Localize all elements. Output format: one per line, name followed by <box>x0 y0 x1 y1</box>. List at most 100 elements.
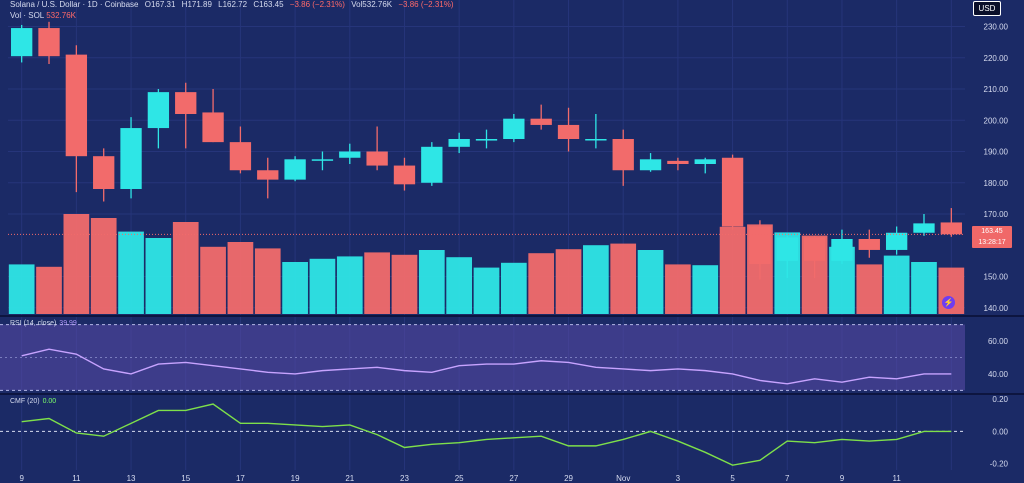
volume-bar <box>282 262 308 314</box>
candle-body <box>585 139 607 141</box>
volume-bar <box>637 250 664 314</box>
axes: 230.00220.00210.00200.00190.00180.00170.… <box>19 23 1008 483</box>
cmf-tick-label: -0.20 <box>990 460 1009 469</box>
x-tick-label: 27 <box>509 474 518 483</box>
lightning-icon[interactable]: ⚡ <box>942 296 955 309</box>
candle-body <box>93 156 115 189</box>
volume-label: Vol · SOL <box>10 11 44 20</box>
rsi-tick-label: 60.00 <box>988 337 1009 346</box>
cmf-pane <box>0 403 965 466</box>
candle-body <box>393 165 416 185</box>
volume-bar <box>145 238 172 314</box>
candle-body <box>913 223 935 233</box>
candle-body <box>803 237 826 261</box>
volume-bar <box>254 248 281 314</box>
candle-body <box>229 142 252 171</box>
candle-body <box>11 28 33 57</box>
ohlc-change: −3.86 (−2.31%) <box>289 0 345 9</box>
volume-bar <box>692 265 719 314</box>
x-tick-label: 29 <box>564 474 573 483</box>
volume-bar <box>118 231 144 314</box>
volume-bar <box>500 262 527 314</box>
cmf-tick-label: 0.00 <box>992 427 1008 436</box>
symbol-title: Solana / U.S. Dollar · 1D · Coinbase <box>10 0 139 9</box>
candle-body <box>557 124 580 139</box>
candle-body <box>776 237 798 261</box>
candle-body <box>667 160 689 164</box>
candle-body <box>940 222 962 235</box>
rsi-line <box>21 348 952 385</box>
candle-body <box>749 226 771 264</box>
volume-legend: Vol · SOL 532.76K <box>10 11 76 20</box>
cmf-value: 0.00 <box>42 398 57 405</box>
volume-bar <box>364 252 390 314</box>
volume-bar <box>227 242 254 314</box>
candlesticks <box>8 21 965 280</box>
candle-body <box>503 118 525 139</box>
volume-bar <box>883 255 910 314</box>
x-tick-label: 7 <box>785 474 790 483</box>
x-tick-label: 9 <box>840 474 845 483</box>
price-tick-label: 230.00 <box>984 23 1009 32</box>
candle-body <box>284 159 306 180</box>
ohlc-low: L162.72 <box>218 0 248 9</box>
volume-bar <box>90 218 117 314</box>
volume-bar <box>665 264 691 314</box>
x-tick-label: 23 <box>400 474 409 483</box>
ohlc-high: H171.89 <box>181 0 212 9</box>
x-tick-label: Nov <box>616 474 630 483</box>
last-price-label: 163.45 13:28:17 <box>972 226 1012 248</box>
candle-body <box>831 239 853 261</box>
volume-bar <box>555 249 582 314</box>
candle-body <box>530 118 552 125</box>
ohlc-open: O167.31 <box>144 0 176 9</box>
rsi-label: RSI (14, close) <box>10 320 57 327</box>
volume-bar <box>309 258 336 314</box>
candle-body <box>175 92 197 114</box>
x-tick-label: 5 <box>730 474 735 483</box>
volume-bar <box>911 262 937 314</box>
x-tick-label: 3 <box>676 474 681 483</box>
candle-body <box>475 139 498 141</box>
rsi-tick-label: 40.00 <box>988 370 1009 379</box>
rsi-pane <box>0 324 965 391</box>
price-tick-label: 210.00 <box>984 85 1009 94</box>
price-tick-label: 170.00 <box>984 210 1009 219</box>
price-tick-label: 140.00 <box>984 304 1009 313</box>
last-price: 163.45 <box>981 228 1003 235</box>
volume-bar <box>8 264 35 314</box>
volume-bar <box>172 222 199 314</box>
x-tick-label: 13 <box>127 474 136 483</box>
candle-body <box>339 151 361 158</box>
candle-body <box>448 139 470 147</box>
candle-body <box>858 239 880 250</box>
volume-bar <box>610 243 637 314</box>
volume-bar <box>583 245 609 314</box>
rsi-value: 39.99 <box>59 320 77 327</box>
currency-button[interactable]: USD <box>973 1 1001 16</box>
candle-body <box>694 159 716 164</box>
candle-body <box>65 54 88 157</box>
x-tick-label: 19 <box>291 474 300 483</box>
cmf-line <box>21 403 952 466</box>
header-volume-change: −3.86 (−2.31%) <box>398 0 454 9</box>
candle-body <box>311 159 334 161</box>
volume-bar <box>63 214 90 314</box>
volume-bar <box>446 257 473 314</box>
candle-body <box>202 112 224 143</box>
candle-body <box>612 139 634 171</box>
candle-body <box>366 151 388 166</box>
price-tick-label: 190.00 <box>984 148 1009 157</box>
volume-bar <box>418 250 445 314</box>
candle-body <box>885 232 908 250</box>
candle-body <box>120 128 142 189</box>
x-tick-label: 15 <box>181 474 190 483</box>
volume-bar <box>200 246 226 314</box>
volume-bar <box>336 256 363 314</box>
volume-bar <box>36 266 62 314</box>
ohlc-close: C163.45 <box>253 0 284 9</box>
rsi-legend[interactable]: RSI (14, close) 39.99 <box>10 320 77 327</box>
price-tick-label: 180.00 <box>984 179 1009 188</box>
cmf-legend[interactable]: CMF (20) 0.00 <box>10 398 56 405</box>
